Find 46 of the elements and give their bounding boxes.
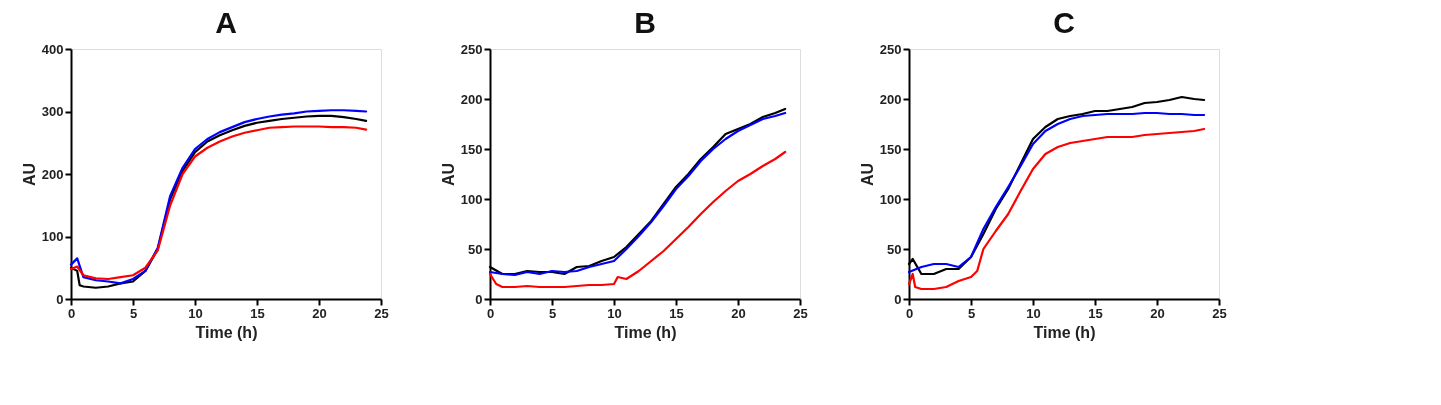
y-tick-label: 100 <box>460 191 483 207</box>
y-tick-label: 400 <box>41 41 64 57</box>
x-tick-label: 5 <box>129 305 138 321</box>
x-tick-label: 10 <box>607 305 622 321</box>
y-axis-title: AU <box>20 162 38 187</box>
x-tick-label: 10 <box>188 305 203 321</box>
chart-title: B <box>634 6 656 39</box>
y-axis-title: AU <box>439 162 457 187</box>
x-tick-label: 0 <box>905 305 914 321</box>
x-axis-title: Time (h) <box>614 323 677 341</box>
y-axis-title: AU <box>858 162 876 187</box>
y-tick-label: 100 <box>41 229 64 244</box>
x-tick-label: 0 <box>486 305 495 321</box>
chart-title: A <box>215 6 237 39</box>
y-tick-label: 50 <box>887 241 902 257</box>
y-tick-label: 250 <box>460 41 483 57</box>
line-series <box>488 150 787 289</box>
x-tick-label: 20 <box>312 305 327 321</box>
y-tick-label: 0 <box>475 291 483 307</box>
x-tick-label: 25 <box>1212 305 1227 321</box>
y-tick-label: 300 <box>41 104 64 119</box>
y-tick-label: 0 <box>56 291 64 307</box>
y-tick-label: 200 <box>41 166 64 182</box>
y-tick-label: 200 <box>460 91 483 107</box>
y-tick-label: 200 <box>879 91 902 107</box>
y-tick-label: 50 <box>468 241 483 257</box>
x-tick-label: 25 <box>793 305 808 321</box>
x-tick-label: 15 <box>250 305 265 321</box>
x-tick-label: 5 <box>548 305 557 321</box>
x-axis-title: Time (h) <box>195 323 258 341</box>
x-axis-title: Time (h) <box>1033 323 1096 341</box>
x-tick-label: 20 <box>731 305 746 321</box>
y-tick-label: 150 <box>879 141 902 157</box>
x-tick-label: 15 <box>669 305 684 321</box>
y-tick-label: 0 <box>894 291 902 307</box>
x-tick-label: 15 <box>1088 305 1103 321</box>
x-tick-label: 25 <box>374 305 389 321</box>
x-tick-label: 5 <box>967 305 976 321</box>
x-tick-label: 20 <box>1150 305 1165 321</box>
x-tick-label: 0 <box>67 305 76 321</box>
y-tick-label: 250 <box>879 41 902 57</box>
line-series <box>907 127 1206 291</box>
x-tick-label: 10 <box>1026 305 1041 321</box>
chart-title: C <box>1053 6 1075 39</box>
y-tick-label: 150 <box>460 141 483 157</box>
y-tick-label: 100 <box>879 191 902 207</box>
